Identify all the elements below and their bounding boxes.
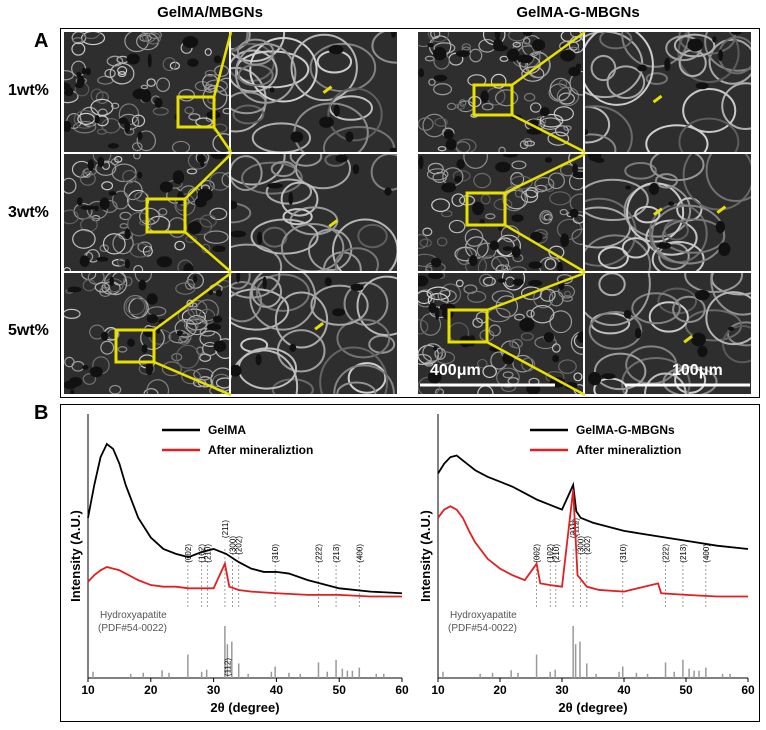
row-label-3wt: 3wt%	[8, 204, 49, 221]
peak-label: (213)	[679, 544, 688, 563]
sem-image-1wt-gelma-g-mbgns-low	[418, 32, 583, 152]
x-tick-label: 10	[431, 683, 445, 697]
series-line-base	[437, 454, 749, 550]
peak-label: (102)	[546, 544, 555, 563]
zoom-line-3wt-right	[504, 223, 586, 274]
peak-label: (222)	[314, 544, 323, 563]
zoom-line-3wt-left	[184, 153, 232, 200]
zoom-box-1wt-right	[472, 83, 514, 117]
panel-a-frame	[60, 28, 760, 398]
row-label-5wt: 5wt%	[8, 322, 49, 339]
x-axis-label: 2θ (degree)	[558, 700, 627, 715]
sem-image-5wt-gelma-mbgns-low	[64, 273, 229, 394]
panel-b-letter: B	[34, 402, 49, 424]
x-tick-label: 30	[207, 683, 221, 697]
legend-label: GelMA	[208, 423, 246, 437]
column-title-gelma-g-mbgns: GelMA-G-MBGNs	[516, 4, 640, 21]
zoom-box-3wt-left	[145, 197, 187, 234]
zoom-box-5wt-right	[447, 308, 489, 344]
reference-code: (PDF#54-0022)	[98, 623, 167, 634]
series-line-mineralized	[87, 560, 402, 598]
zoom-box-3wt-right	[465, 191, 507, 227]
peak-label: (112)	[223, 658, 232, 676]
series-line-mineralized	[437, 489, 748, 598]
sem-image-1wt-gelma-g-mbgns-high	[585, 32, 751, 152]
zoom-box-1wt-left	[176, 95, 216, 129]
zoom-line-1wt-right	[511, 30, 586, 87]
peak-label: (202)	[583, 536, 592, 555]
x-tick-label: 50	[679, 683, 693, 697]
sem-image-3wt-gelma-mbgns-high	[231, 154, 397, 271]
sem-image-5wt-gelma-g-mbgns-low	[418, 273, 583, 394]
sem-image-3wt-gelma-g-mbgns-high	[585, 154, 751, 271]
series-line-base	[87, 442, 403, 595]
peak-label: (112)	[572, 518, 581, 536]
peak-label: (213)	[332, 544, 341, 563]
peak-label: (210)	[203, 544, 212, 563]
x-tick-label: 20	[493, 683, 507, 697]
x-tick-label: 20	[144, 683, 158, 697]
x-tick-label: 30	[555, 683, 569, 697]
legend-label: GelMA-G-MBGNs	[576, 423, 675, 437]
scale-bar-label-low: 400μm	[430, 362, 481, 379]
peak-label: (002)	[184, 544, 193, 563]
x-tick-label: 60	[395, 683, 409, 697]
sem-image-5wt-gelma-g-mbgns-high	[585, 273, 751, 394]
reference-label: Hydroxyapatite	[100, 610, 167, 621]
x-tick-label: 10	[81, 683, 95, 697]
zoom-line-5wt-left	[153, 271, 232, 332]
peak-label: (002)	[533, 544, 542, 563]
x-tick-label: 40	[270, 683, 284, 697]
zoom-line-3wt-left	[184, 231, 232, 273]
peak-label: (300)	[577, 536, 586, 555]
peak-label: (211)	[569, 520, 578, 538]
x-tick-label: 60	[741, 683, 755, 697]
sem-image-1wt-gelma-mbgns-high	[231, 32, 397, 152]
peak-label: (400)	[355, 544, 364, 563]
y-axis-label: Intensity (A.U.)	[418, 510, 433, 602]
peak-label: (222)	[662, 544, 671, 563]
y-axis-label: Intensity (A.U.)	[68, 510, 83, 602]
sem-image-3wt-gelma-mbgns-low	[64, 154, 229, 271]
zoom-line-5wt-right	[486, 340, 586, 397]
peak-label: (211)	[221, 520, 230, 538]
peak-label: (102)	[198, 544, 207, 563]
peak-label: (310)	[619, 544, 628, 563]
peak-label: (300)	[228, 536, 237, 555]
column-title-gelma-mbgns: GelMA/MBGNs	[157, 4, 263, 21]
sem-image-3wt-gelma-g-mbgns-low	[418, 154, 583, 271]
xrd-chart-gelma-g-mbgns: 10 20 30 40 50 60 2θ (degree) Intensity (A.U.) H…	[418, 414, 755, 715]
x-tick-label: 40	[617, 683, 631, 697]
panel-b-frame	[60, 404, 760, 722]
zoom-line-3wt-right	[504, 152, 586, 195]
x-tick-label: 50	[333, 683, 347, 697]
peak-label: (400)	[702, 544, 711, 563]
legend-label: After mineraliztion	[208, 443, 313, 457]
peak-label: (202)	[235, 536, 244, 555]
x-axis-label: 2θ (degree)	[210, 700, 279, 715]
zoom-box-5wt-left	[114, 328, 156, 364]
zoom-callout-overlay: 400μm 100μm	[114, 30, 750, 397]
sem-image-5wt-gelma-mbgns-high	[231, 273, 397, 394]
legend-label: After mineraliztion	[576, 443, 681, 457]
zoom-line-1wt-right	[511, 113, 586, 154]
peak-label: (210)	[552, 544, 561, 563]
peak-label: (310)	[271, 544, 280, 563]
row-label-1wt: 1wt%	[8, 82, 49, 99]
zoom-line-1wt-left	[212, 126, 233, 153]
scale-bar-label-high: 100μm	[672, 362, 723, 379]
zoom-line-5wt-right	[486, 271, 586, 312]
reference-label: Hydroxyapatite	[450, 610, 517, 621]
zoom-line-1wt-left	[212, 31, 233, 98]
sem-image-1wt-gelma-mbgns-low	[64, 32, 229, 152]
panel-a-letter: A	[34, 30, 49, 52]
xrd-chart-gelma: 10 20 30 40 50 60 2θ (degree) Intensity (A.U.) H…	[68, 414, 409, 715]
zoom-line-5wt-left	[153, 360, 232, 397]
reference-code: (PDF#54-0022)	[448, 623, 517, 634]
